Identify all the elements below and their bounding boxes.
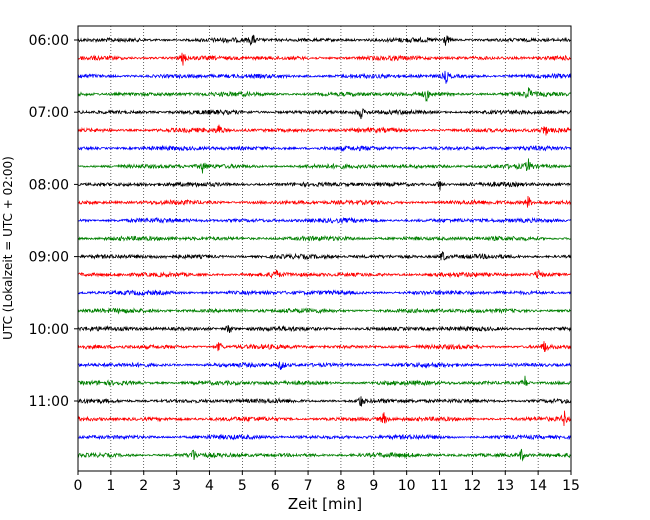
x-tick-label: 9	[369, 478, 378, 494]
y-tick-label: 09:00	[29, 250, 69, 266]
x-tick-label: 15	[562, 478, 580, 494]
seismogram-trace	[77, 107, 572, 120]
plot-frame	[77, 25, 572, 472]
x-tick-label: 6	[271, 478, 280, 494]
seismogram-trace	[77, 341, 572, 352]
seismogram-trace	[77, 375, 572, 387]
x-tick-label: 8	[336, 478, 345, 494]
seismogram-trace	[77, 124, 572, 136]
seismogram-trace	[77, 251, 572, 261]
x-tick-label: 0	[74, 478, 83, 494]
x-tick-label: 3	[172, 478, 181, 494]
seismogram-trace	[77, 87, 572, 102]
x-tick-label: 12	[463, 478, 481, 494]
seismogram-trace	[77, 269, 572, 280]
seismogram-trace	[77, 70, 572, 84]
x-tick-label: 13	[496, 478, 514, 494]
x-tick-label: 2	[139, 478, 148, 494]
x-axis-label: Zeit [min]	[288, 495, 362, 513]
x-axis-ticks: 0 1 2 3 4 5 6 7 8 9 10 11 12 13 14 15	[74, 471, 580, 494]
seismogram-trace	[77, 34, 572, 47]
y-tick-label: 11:00	[29, 394, 69, 410]
y-tick-label: 07:00	[29, 105, 69, 121]
y-axis-ticks: 06:00 07:00 08:00 09:00 10:00 11:00	[29, 33, 78, 410]
seismogram-trace	[77, 144, 572, 152]
seismogram-trace	[77, 307, 572, 315]
seismogram-trace	[77, 180, 572, 191]
seismogram-trace	[77, 216, 572, 225]
seismogram-trace	[77, 410, 572, 427]
y-tick-label: 06:00	[29, 33, 69, 49]
seismogram-traces	[77, 34, 572, 462]
x-tick-label: 7	[304, 478, 313, 494]
grid-lines	[110, 26, 539, 471]
x-tick-label: 4	[205, 478, 214, 494]
y-tick-label: 10:00	[29, 322, 69, 338]
seismogram-trace	[77, 396, 572, 407]
x-tick-label: 5	[238, 478, 247, 494]
x-tick-label: 14	[529, 478, 547, 494]
seismogram-trace	[77, 52, 572, 66]
seismogram-trace	[77, 158, 572, 174]
x-tick-label: 1	[106, 478, 115, 494]
x-tick-label: 11	[431, 478, 449, 494]
seismogram-trace	[77, 289, 572, 297]
seismogram-trace	[77, 448, 572, 462]
x-tick-label: 10	[398, 478, 416, 494]
seismogram-trace	[77, 324, 572, 334]
seismogram-trace	[77, 433, 572, 441]
seismogram-trace	[77, 195, 572, 208]
seismogram-trace	[77, 361, 572, 370]
y-tick-label: 08:00	[29, 177, 69, 193]
seismogram-trace	[77, 235, 572, 242]
y-axis-label: UTC (Lokalzeit = UTC + 02:00)	[1, 156, 15, 340]
